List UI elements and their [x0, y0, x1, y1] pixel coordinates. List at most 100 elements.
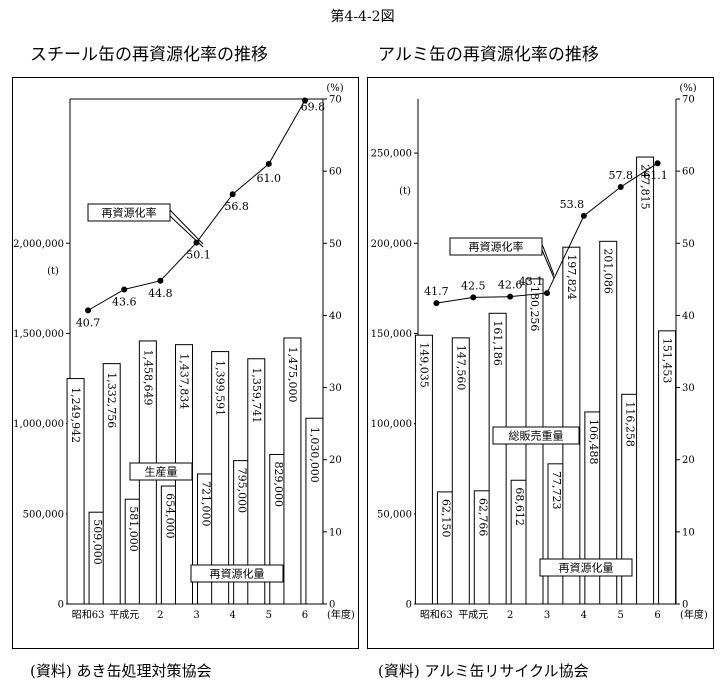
recycled-bar-value-label: 829,000: [272, 462, 285, 508]
x-axis-category-label: 2: [507, 610, 513, 621]
recycled-series-label: 再資源化量: [559, 561, 614, 575]
total-series-label: 生産量: [145, 465, 178, 479]
right-axis-tick-label: 30: [682, 383, 695, 394]
right-axis-tick-label: 50: [682, 239, 695, 250]
total-bar-value-label: 147,560: [454, 345, 467, 391]
rate-point: [617, 184, 624, 191]
recycled-bar-value-label: 654,000: [163, 493, 176, 539]
rate-value-label: 43.6: [112, 295, 137, 308]
recycled-bar-value-label: 795,000: [236, 468, 249, 514]
right-axis-tick-label: 10: [329, 527, 342, 538]
right-axis-tick-label: 0: [682, 600, 688, 611]
recycled-bar-value-label: 106,488: [587, 419, 600, 465]
x-axis-category-label: 昭和63: [420, 609, 453, 621]
recycled-bar-value-label: 509,000: [91, 519, 104, 565]
rate-value-label: 42.6: [498, 279, 522, 292]
rate-value-label: 56.8: [224, 200, 249, 213]
recycled-bar-value-label: 1,030,000: [308, 427, 321, 483]
x-axis-category-label: 4: [581, 610, 587, 621]
recycled-bar-value-label: 721,000: [200, 481, 213, 527]
right-axis-unit: (%): [326, 83, 343, 94]
x-axis-category-label: 平成元: [109, 609, 139, 621]
steel-source-note: (資料) あき缶処理対策協会: [30, 662, 212, 680]
aluminum-source-note: (資料) アルミ缶リサイクル協会: [378, 662, 589, 680]
x-axis-unit: (年度): [327, 608, 355, 621]
rate-value-label: 42.5: [461, 279, 486, 292]
total-bar: [414, 334, 433, 605]
rate-point: [121, 286, 128, 293]
x-axis-category-label: 3: [193, 610, 199, 621]
x-axis-category-label: 4: [229, 610, 235, 621]
right-axis-tick-label: 60: [329, 167, 342, 178]
rate-value-label: 43.1: [519, 275, 544, 288]
rate-point: [301, 97, 308, 104]
total-bar: [66, 378, 85, 605]
recycled-series-label: 再資源化量: [210, 567, 265, 581]
left-axis-tick-label: 1,500,000: [13, 329, 64, 340]
left-axis-tick-label: 1,000,000: [13, 419, 64, 430]
steel-chart-panel: 0 500,000 1,000,000 1,500,000 2,000,000 0 10 20…: [12, 77, 359, 649]
rate-callout-line: [169, 215, 204, 248]
rate-value-label: 61.0: [257, 172, 282, 185]
total-bar: [562, 246, 581, 605]
right-axis-tick-label: 70: [682, 95, 695, 106]
rate-point: [507, 293, 514, 300]
total-bar-value-label: 1,332,756: [105, 372, 118, 428]
left-axis-tick-label: 100,000: [371, 419, 412, 430]
right-axis-tick-label: 20: [682, 455, 695, 466]
left-axis-tick-label: 500,000: [23, 509, 64, 520]
total-bar: [488, 312, 507, 605]
recycled-bar-value-label: 77,723: [550, 471, 563, 510]
aluminum-chart-title: アルミ缶の再資源化率の推移: [378, 45, 599, 65]
rate-point: [433, 300, 440, 307]
x-axis-category-label: 3: [544, 610, 550, 621]
total-bar-value-label: 1,399,591: [214, 360, 227, 416]
rate-callout-line: [169, 209, 204, 245]
rate-point: [470, 294, 477, 301]
total-bar-value-label: 201,086: [602, 248, 615, 294]
recycled-series-label-box: [539, 558, 633, 577]
rate-point: [544, 290, 550, 297]
total-series-label: 総販売重量: [509, 429, 564, 443]
recycled-series-label-box: [190, 564, 284, 583]
recycled-bar: [305, 417, 324, 605]
rate-value-label: 69.8: [301, 100, 326, 113]
total-bar-value-label: 1,249,942: [69, 387, 82, 443]
x-axis-category-label: 5: [266, 610, 272, 621]
steel-chart: 0 500,000 1,000,000 1,500,000 2,000,000 0 10 20…: [13, 83, 355, 621]
aluminum-chart: 0 50,000 100,000 150,000 200,000 250,000 0 10 20…: [371, 83, 708, 621]
total-bar-value-label: 247,815: [639, 164, 652, 210]
total-bar-value-label: 1,475,000: [286, 347, 299, 403]
left-axis-tick-label: 0: [406, 600, 412, 611]
rate-value-label: 57.8: [608, 169, 633, 182]
x-axis-category-label: 2: [157, 610, 163, 621]
steel-chart-title: スチール缶の再資源化率の推移: [30, 45, 268, 65]
rate-value-label: 40.7: [76, 316, 101, 329]
recycled-bar: [658, 330, 677, 605]
right-axis-tick-label: 30: [329, 383, 342, 394]
x-axis-category-label: 6: [654, 610, 660, 621]
total-bar-value-label: 1,437,834: [178, 353, 191, 409]
rate-point: [157, 277, 164, 284]
total-bar: [211, 351, 230, 605]
x-axis-category-label: 昭和63: [72, 609, 105, 621]
left-axis-tick-label: 250,000: [371, 149, 412, 160]
total-bar: [636, 156, 655, 605]
total-bar-value-label: 1,359,741: [250, 367, 263, 423]
x-axis-unit: (年度): [680, 608, 708, 621]
right-axis-tick-label: 50: [329, 239, 342, 250]
total-bar-value-label: 149,035: [417, 342, 430, 388]
right-axis-tick-label: 60: [682, 167, 695, 178]
figure-title: 第4-4-2図: [330, 9, 395, 25]
recycled-bar-value-label: 68,612: [513, 487, 526, 525]
rate-series-label: 再資源化率: [469, 240, 524, 254]
rate-point: [193, 239, 200, 246]
total-series-label-box: [129, 462, 193, 481]
left-axis-unit: (t): [47, 266, 59, 277]
left-axis-unit: (t): [399, 186, 411, 197]
rate-value-label: 61.1: [643, 169, 668, 182]
right-axis-unit: (%): [679, 83, 696, 94]
recycled-bar-value-label: 62,766: [476, 498, 489, 537]
rate-callout-line: [541, 249, 555, 279]
left-axis-tick-label: 50,000: [377, 509, 412, 520]
